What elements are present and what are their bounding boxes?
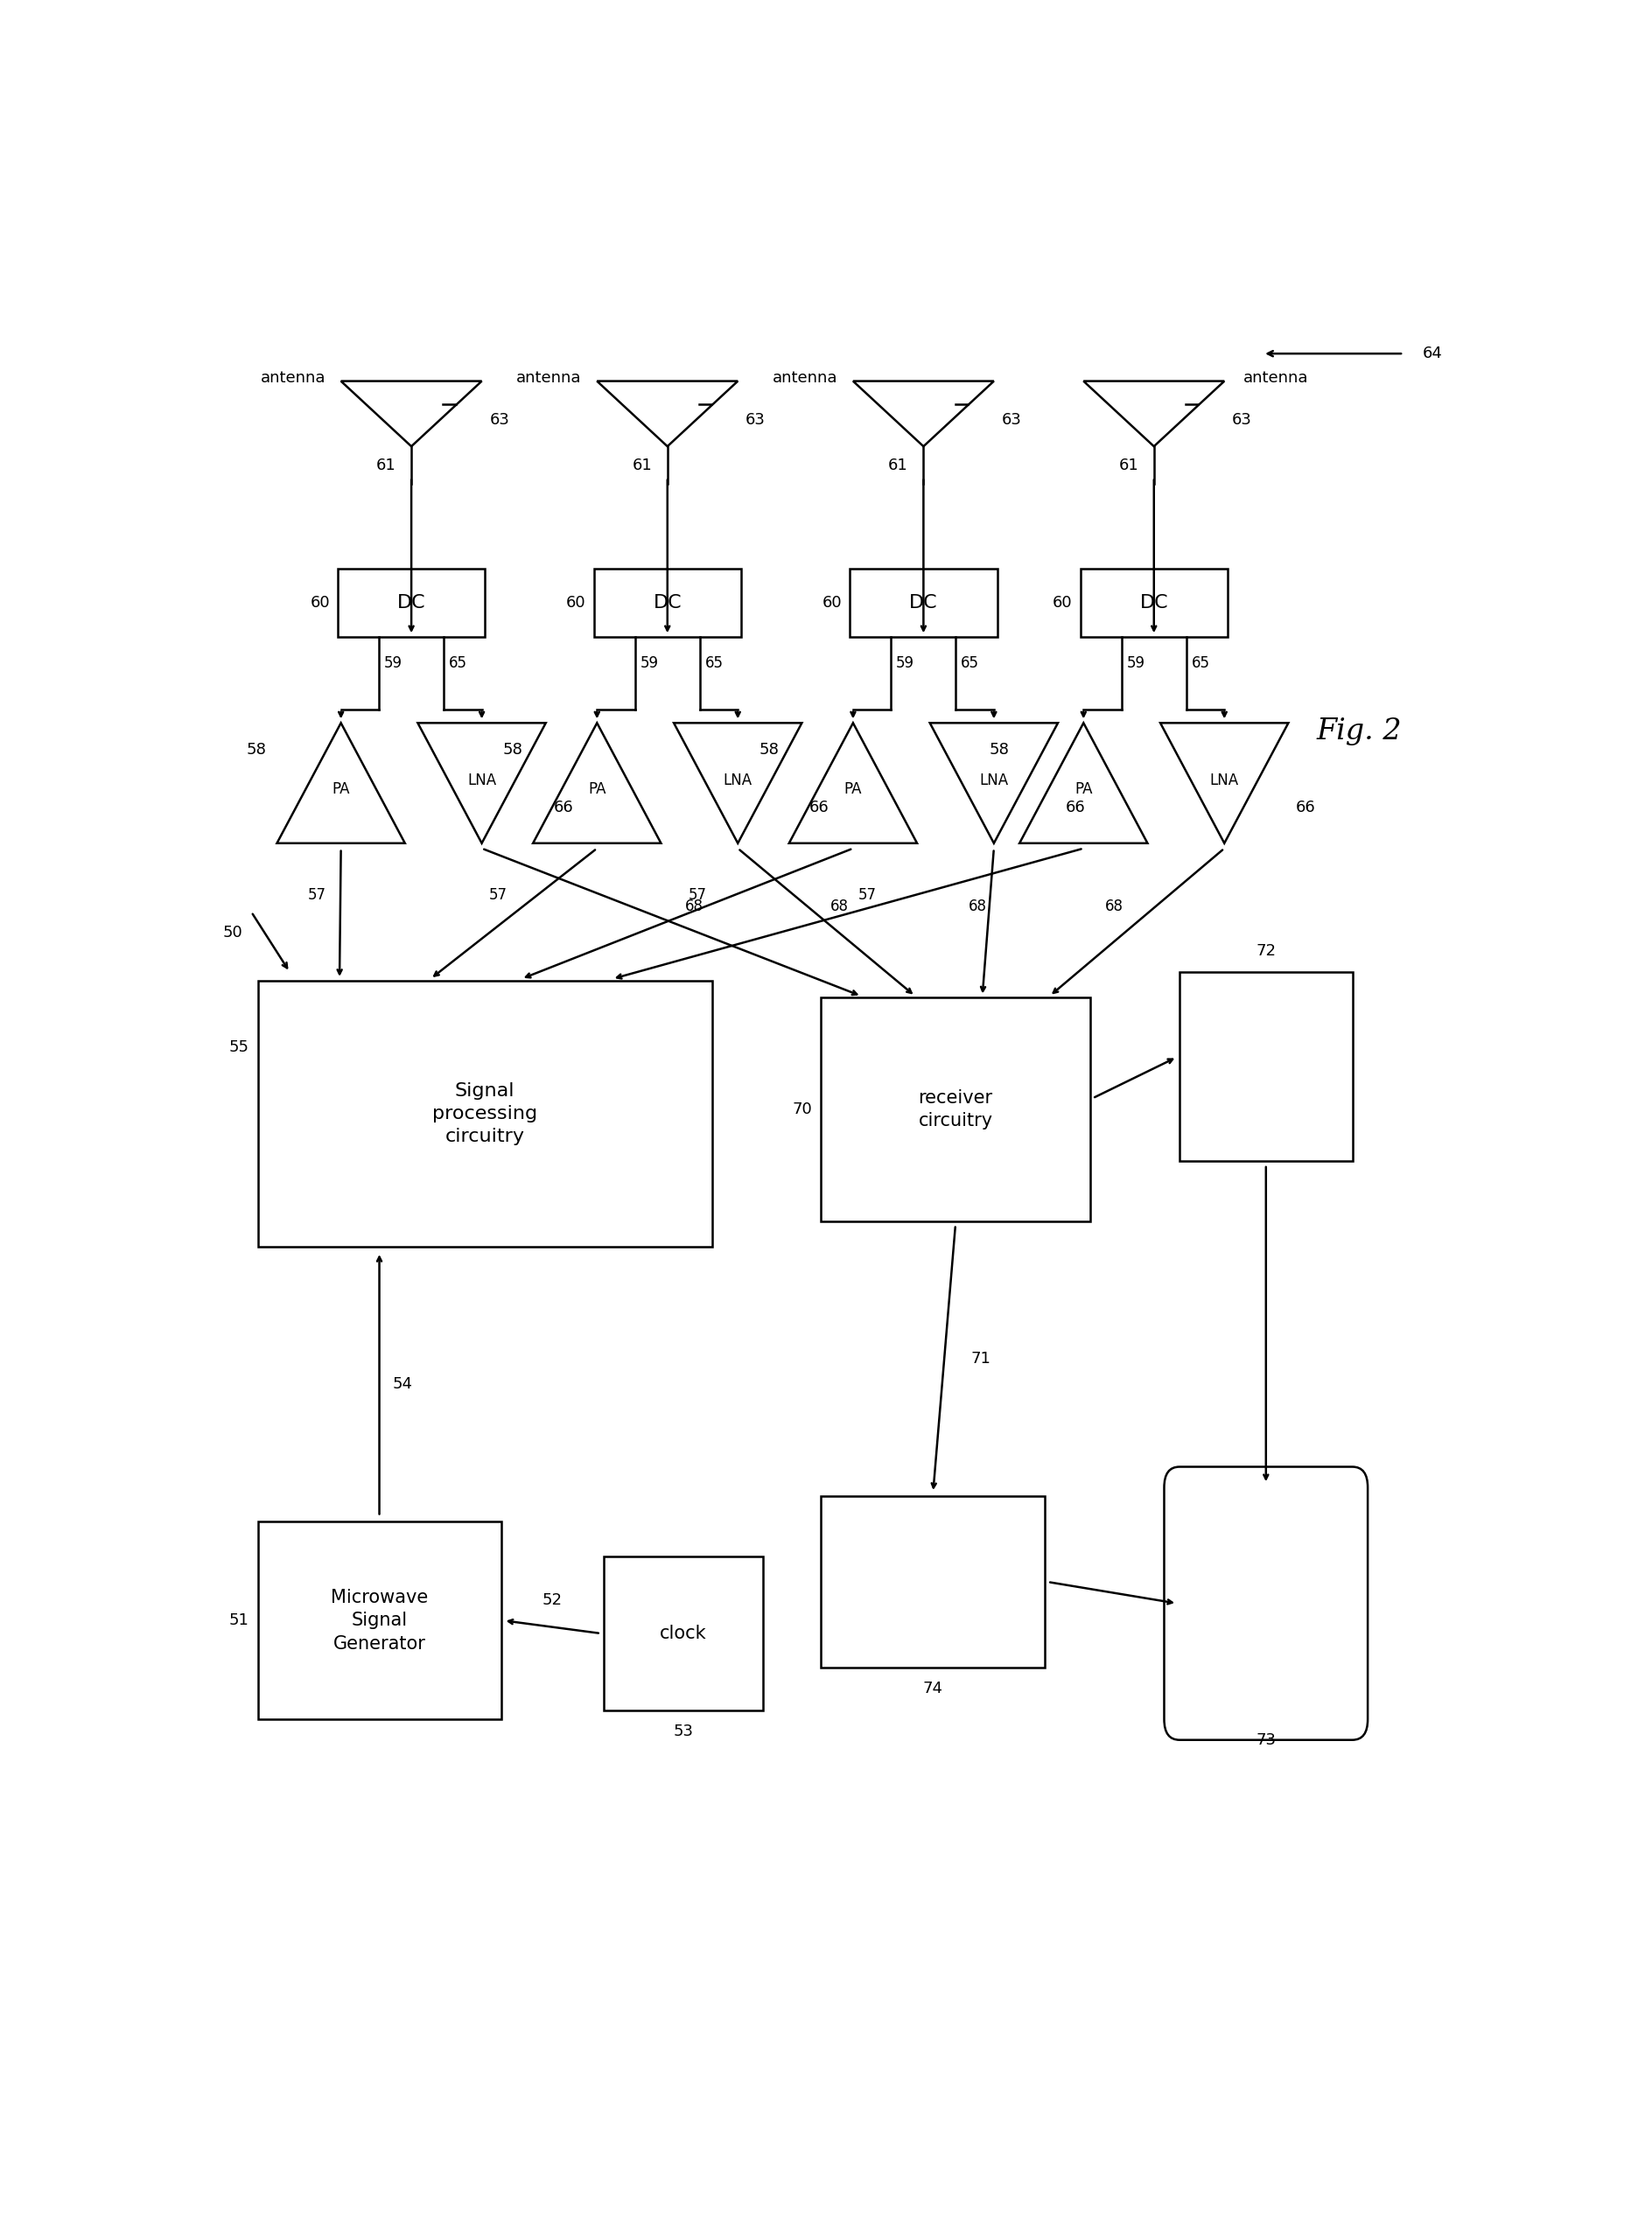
Text: Signal
processing
circuitry: Signal processing circuitry	[433, 1082, 537, 1145]
Text: 50: 50	[223, 924, 243, 941]
Text: 61: 61	[889, 457, 909, 473]
Text: 68: 68	[829, 899, 849, 915]
Text: 63: 63	[489, 413, 509, 428]
Text: 61: 61	[633, 457, 653, 473]
Text: 59: 59	[383, 656, 403, 672]
Text: 55: 55	[228, 1040, 249, 1055]
Text: Fig. 2: Fig. 2	[1317, 718, 1401, 745]
Text: 51: 51	[228, 1613, 249, 1629]
Text: 59: 59	[639, 656, 659, 672]
Text: 52: 52	[542, 1593, 562, 1609]
Text: 57: 57	[689, 888, 707, 904]
Text: 59: 59	[895, 656, 915, 672]
Text: 65: 65	[1191, 656, 1209, 672]
Text: 53: 53	[674, 1725, 694, 1740]
Text: 66: 66	[809, 799, 829, 814]
Text: DC: DC	[909, 593, 938, 611]
Text: 64: 64	[1422, 346, 1442, 361]
Text: 66: 66	[553, 799, 573, 814]
Text: 74: 74	[923, 1680, 943, 1696]
Text: Microwave
Signal
Generator: Microwave Signal Generator	[330, 1588, 428, 1653]
Text: antenna: antenna	[517, 370, 582, 386]
Text: 63: 63	[1232, 413, 1252, 428]
Text: 65: 65	[449, 656, 468, 672]
FancyBboxPatch shape	[593, 569, 742, 638]
FancyBboxPatch shape	[1080, 569, 1227, 638]
FancyBboxPatch shape	[821, 1497, 1046, 1669]
Text: 71: 71	[971, 1350, 991, 1365]
FancyBboxPatch shape	[258, 1522, 501, 1720]
Text: clock: clock	[659, 1624, 707, 1642]
FancyBboxPatch shape	[1165, 1466, 1368, 1740]
Text: DC: DC	[396, 593, 426, 611]
FancyBboxPatch shape	[258, 982, 712, 1247]
Text: 54: 54	[392, 1377, 413, 1392]
Text: 68: 68	[1105, 899, 1123, 915]
Text: 57: 57	[489, 888, 507, 904]
FancyBboxPatch shape	[337, 569, 486, 638]
Text: 63: 63	[745, 413, 765, 428]
FancyBboxPatch shape	[603, 1557, 763, 1711]
Text: 63: 63	[1001, 413, 1021, 428]
Text: DC: DC	[1140, 593, 1168, 611]
Text: 60: 60	[567, 596, 586, 611]
Text: 65: 65	[961, 656, 980, 672]
Text: 60: 60	[823, 596, 843, 611]
FancyBboxPatch shape	[849, 569, 998, 638]
Text: 68: 68	[968, 899, 986, 915]
Text: PA: PA	[588, 781, 606, 796]
Text: PA: PA	[1074, 781, 1092, 796]
Text: 60: 60	[311, 596, 330, 611]
Text: antenna: antenna	[261, 370, 325, 386]
Text: 58: 58	[758, 743, 778, 759]
Text: 72: 72	[1256, 944, 1275, 959]
Text: 66: 66	[1297, 799, 1317, 814]
Text: PA: PA	[844, 781, 862, 796]
Text: LNA: LNA	[980, 772, 1008, 788]
Text: DC: DC	[653, 593, 682, 611]
Text: LNA: LNA	[468, 772, 496, 788]
Text: LNA: LNA	[724, 772, 752, 788]
Text: 60: 60	[1052, 596, 1072, 611]
Text: receiver
circuitry: receiver circuitry	[919, 1089, 993, 1129]
Text: 59: 59	[1127, 656, 1145, 672]
Text: 66: 66	[1066, 799, 1085, 814]
FancyBboxPatch shape	[1180, 973, 1353, 1160]
Text: antenna: antenna	[1244, 370, 1308, 386]
Text: 70: 70	[793, 1102, 813, 1118]
Text: 58: 58	[502, 743, 522, 759]
Text: 58: 58	[990, 743, 1009, 759]
Text: 73: 73	[1256, 1731, 1275, 1747]
Text: 61: 61	[1118, 457, 1138, 473]
Text: 68: 68	[686, 899, 704, 915]
Text: 57: 57	[307, 888, 327, 904]
Text: LNA: LNA	[1209, 772, 1239, 788]
Text: 57: 57	[857, 888, 876, 904]
Text: antenna: antenna	[773, 370, 838, 386]
Text: 58: 58	[246, 743, 266, 759]
Text: 65: 65	[705, 656, 724, 672]
Text: 61: 61	[377, 457, 396, 473]
Text: PA: PA	[332, 781, 350, 796]
FancyBboxPatch shape	[821, 997, 1090, 1220]
